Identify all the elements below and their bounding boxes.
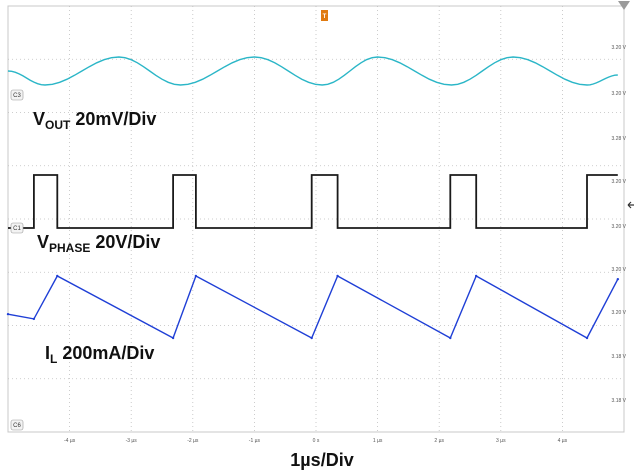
il-point <box>172 337 174 339</box>
il-point <box>336 275 338 277</box>
right-tick-label: 3.20 V <box>612 179 627 185</box>
x-tick-label: 0 s <box>313 438 320 444</box>
il-label: IL 200mA/Div <box>45 344 154 365</box>
right-tick-label: 3.20 V <box>612 45 627 51</box>
x-tick-label: -4 µs <box>64 438 76 444</box>
level-arrow-icon <box>628 202 634 208</box>
waveform-traces <box>7 57 619 339</box>
il-point <box>310 337 312 339</box>
trace-vphase <box>8 175 618 228</box>
x-tick-label: 3 µs <box>496 438 506 444</box>
il-point <box>33 318 35 320</box>
il-point <box>449 337 451 339</box>
right-tick-label: 3.28 V <box>612 136 627 142</box>
il-point <box>586 337 588 339</box>
vout-label: VOUT 20mV/Div <box>33 110 156 131</box>
il-point <box>475 275 477 277</box>
channel-marker-label: C3 <box>13 93 21 99</box>
vphase-label: VPHASE 20V/Div <box>37 233 160 254</box>
channel-marker-label: C1 <box>13 226 21 232</box>
x-tick-label: 4 µs <box>558 438 568 444</box>
x-tick-label: 1 µs <box>373 438 383 444</box>
il-point <box>195 275 197 277</box>
right-tick-label: 3.20 V <box>612 267 627 273</box>
trace-il <box>8 276 618 338</box>
chart-grid <box>8 6 624 432</box>
right-tick-label: 3.20 V <box>612 310 627 316</box>
x-tick-label: -3 µs <box>126 438 138 444</box>
right-tick-label: 3.20 V <box>612 224 627 230</box>
il-point <box>56 275 58 277</box>
x-axis-label: 1µs/Div <box>0 450 644 471</box>
trigger-marker-label: T <box>323 14 327 20</box>
il-point <box>617 278 619 280</box>
x-axis-ticks: -4 µs -3 µs -2 µs -1 µs 0 s 1 µs 2 µs 3 µs 4 µs <box>64 438 568 444</box>
x-tick-label: 2 µs <box>434 438 444 444</box>
x-tick-label: -1 µs <box>249 438 261 444</box>
channel-marker-label: C6 <box>13 423 21 429</box>
trace-vout <box>8 57 618 85</box>
right-tick-label: 3.20 V <box>612 91 627 97</box>
right-tick-label: 3.18 V <box>612 398 627 404</box>
right-tick-label: 3.18 V <box>612 354 627 360</box>
x-tick-label: -2 µs <box>187 438 199 444</box>
il-point <box>7 313 9 315</box>
